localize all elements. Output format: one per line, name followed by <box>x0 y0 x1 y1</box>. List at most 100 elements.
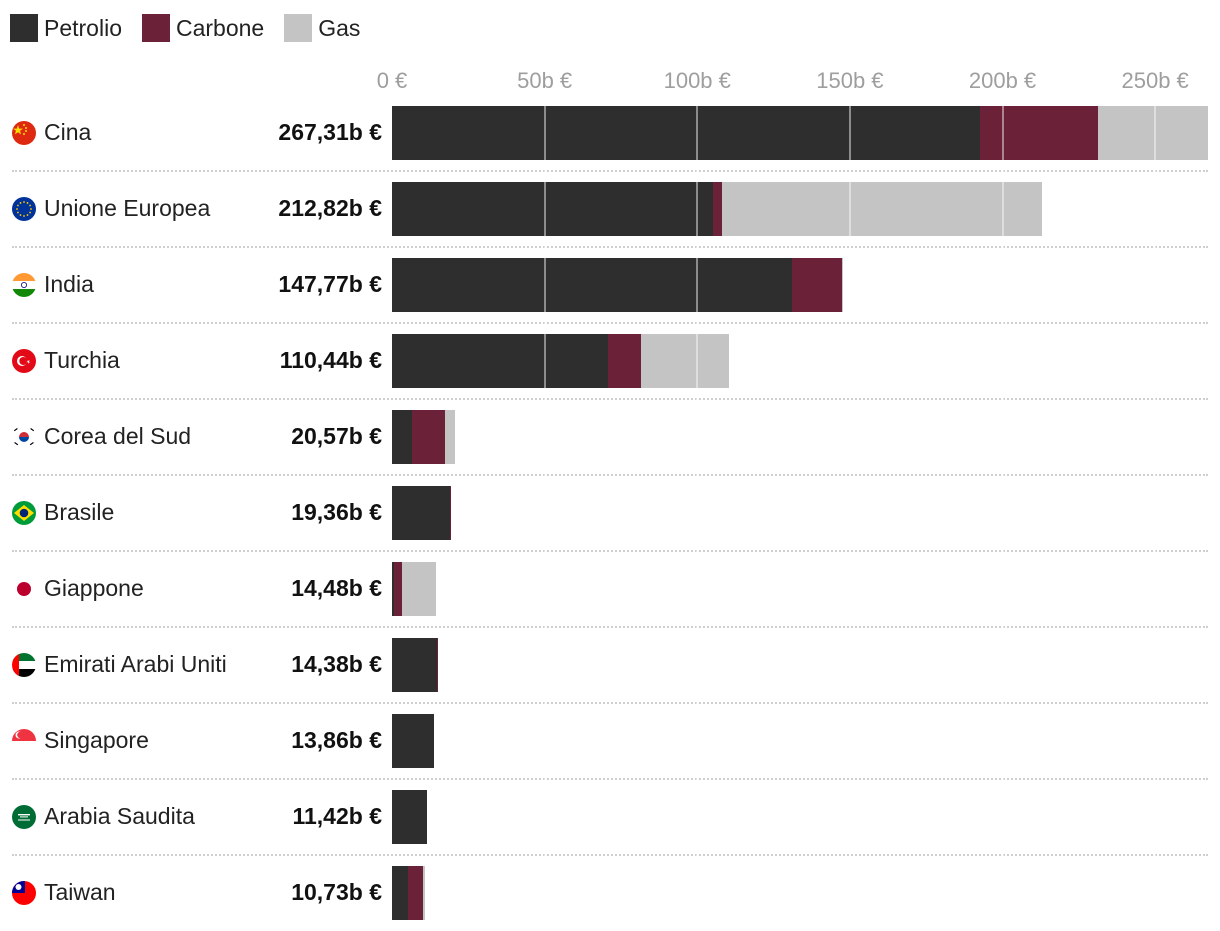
legend-label-gas: Gas <box>318 14 361 41</box>
legend: Petrolio Carbone Gas <box>10 14 380 42</box>
x-tick-label-1: 50b € <box>517 68 573 93</box>
gridline-4 <box>1001 106 1004 920</box>
gridline-1 <box>543 106 546 920</box>
bar-segment-carbone <box>393 562 402 616</box>
chart-row: Cina 267,31b € <box>0 95 1220 172</box>
singapore-flag-icon <box>12 729 36 753</box>
country-label: Arabia Saudita <box>44 803 195 829</box>
chart-row: Taiwan 10,73b € <box>0 855 1220 931</box>
total-value-label: 14,48b € <box>291 575 382 601</box>
x-tick-label-0: 0 € <box>376 68 408 93</box>
chart-row: Singapore 13,86b € <box>0 703 1220 780</box>
total-value-label: 11,42b € <box>292 803 382 829</box>
chart-row: Unione Europea 212,82b € <box>0 171 1220 248</box>
bar-segment-gas <box>841 258 844 312</box>
saudi-arabia-flag-icon <box>12 805 36 829</box>
bar-segment-carbone <box>791 258 842 312</box>
bar-segment-petrolio <box>392 334 608 388</box>
x-tick-label-5: 250b € <box>1121 68 1189 93</box>
row-separator <box>12 626 1208 628</box>
country-label: Corea del Sud <box>44 423 192 449</box>
bar-segment-petrolio <box>392 182 713 236</box>
chart-row: Turchia 110,44b € <box>0 323 1220 400</box>
total-value-label: 13,86b € <box>291 727 382 753</box>
bar-segment-petrolio <box>392 106 980 160</box>
bar-segment-petrolio <box>392 410 412 464</box>
row-separator <box>12 854 1208 856</box>
total-value-label: 147,77b € <box>278 271 382 297</box>
gridline-5 <box>1154 106 1157 920</box>
gridline-3 <box>848 106 851 920</box>
row-separator <box>12 246 1208 248</box>
bar-segment-carbone <box>979 106 1099 160</box>
bar-segment-carbone <box>712 182 722 236</box>
total-value-label: 20,57b € <box>291 423 382 449</box>
bar-segment-petrolio <box>392 486 450 540</box>
country-label: Unione Europea <box>44 195 211 221</box>
total-value-label: 267,31b € <box>278 119 382 145</box>
country-label: Taiwan <box>44 879 116 905</box>
country-label: Singapore <box>44 727 149 753</box>
bar-segment-carbone <box>437 638 439 692</box>
bar-segment-carbone <box>607 334 642 388</box>
x-tick-label-2: 100b € <box>663 68 731 93</box>
country-label: India <box>44 271 94 297</box>
country-label: Cina <box>44 119 92 145</box>
row-separator <box>12 322 1208 324</box>
country-label: Brasile <box>44 499 115 525</box>
bar-segment-petrolio <box>392 714 435 768</box>
x-tick-label-3: 150b € <box>816 68 884 93</box>
bar-segment-gas <box>423 866 425 920</box>
row-separator <box>12 778 1208 780</box>
total-value-label: 212,82b € <box>278 195 382 221</box>
row-separator <box>12 702 1208 704</box>
bar-segment-petrolio <box>392 866 409 920</box>
total-value-label: 10,73b € <box>291 879 382 905</box>
bar-segment-carbone <box>408 866 424 920</box>
chart-row: Arabia Saudita 11,42b € <box>0 779 1220 856</box>
japan-flag-icon <box>12 577 36 601</box>
bar-segment-gas <box>721 182 1042 236</box>
row-separator <box>12 398 1208 400</box>
legend-swatch-petrolio <box>10 14 38 42</box>
legend-item-petrolio: Petrolio <box>10 14 122 42</box>
bar-segment-gas <box>445 410 455 464</box>
chart-row: Corea del Sud 20,57b € <box>0 399 1220 476</box>
total-value-label: 110,44b € <box>279 347 382 373</box>
country-label: Turchia <box>44 347 120 373</box>
total-value-label: 19,36b € <box>291 499 382 525</box>
india-flag-icon <box>12 273 36 297</box>
brazil-flag-icon <box>12 501 36 525</box>
country-label: Emirati Arabi Uniti <box>44 651 227 677</box>
bar-segment-carbone <box>411 410 446 464</box>
legend-label-carbone: Carbone <box>175 14 265 41</box>
chart-row: Giappone 14,48b € <box>0 551 1220 628</box>
legend-item-carbone: Carbone <box>141 14 265 42</box>
bar-segment-petrolio <box>392 790 427 844</box>
legend-item-gas: Gas <box>284 14 360 42</box>
eu-flag-icon <box>12 197 36 221</box>
legend-label-petrolio: Petrolio <box>44 14 122 41</box>
bar-segment-gas <box>1098 106 1208 160</box>
row-separator <box>12 170 1208 172</box>
china-flag-icon <box>12 121 36 145</box>
uae-flag-icon <box>12 653 36 677</box>
chart-row: Brasile 19,36b € <box>0 475 1220 552</box>
south-korea-flag-icon <box>12 425 36 449</box>
bar-segment-petrolio <box>392 562 394 616</box>
legend-swatch-carbone <box>141 14 170 42</box>
bar-segment-gas <box>401 562 437 616</box>
gridline-2 <box>696 106 699 920</box>
chart-row: Emirati Arabi Uniti 14,38b € <box>0 627 1220 704</box>
bar-segment-petrolio <box>392 258 792 312</box>
x-tick-label-4: 200b € <box>968 68 1037 93</box>
legend-swatch-gas <box>284 14 313 42</box>
row-separator <box>12 474 1208 476</box>
total-value-label: 14,38b € <box>291 651 382 677</box>
turkey-flag-icon <box>12 349 36 373</box>
taiwan-flag-icon <box>12 881 36 905</box>
row-separator <box>12 550 1208 552</box>
country-label: Giappone <box>44 575 144 601</box>
bar-segment-carbone <box>450 486 452 540</box>
